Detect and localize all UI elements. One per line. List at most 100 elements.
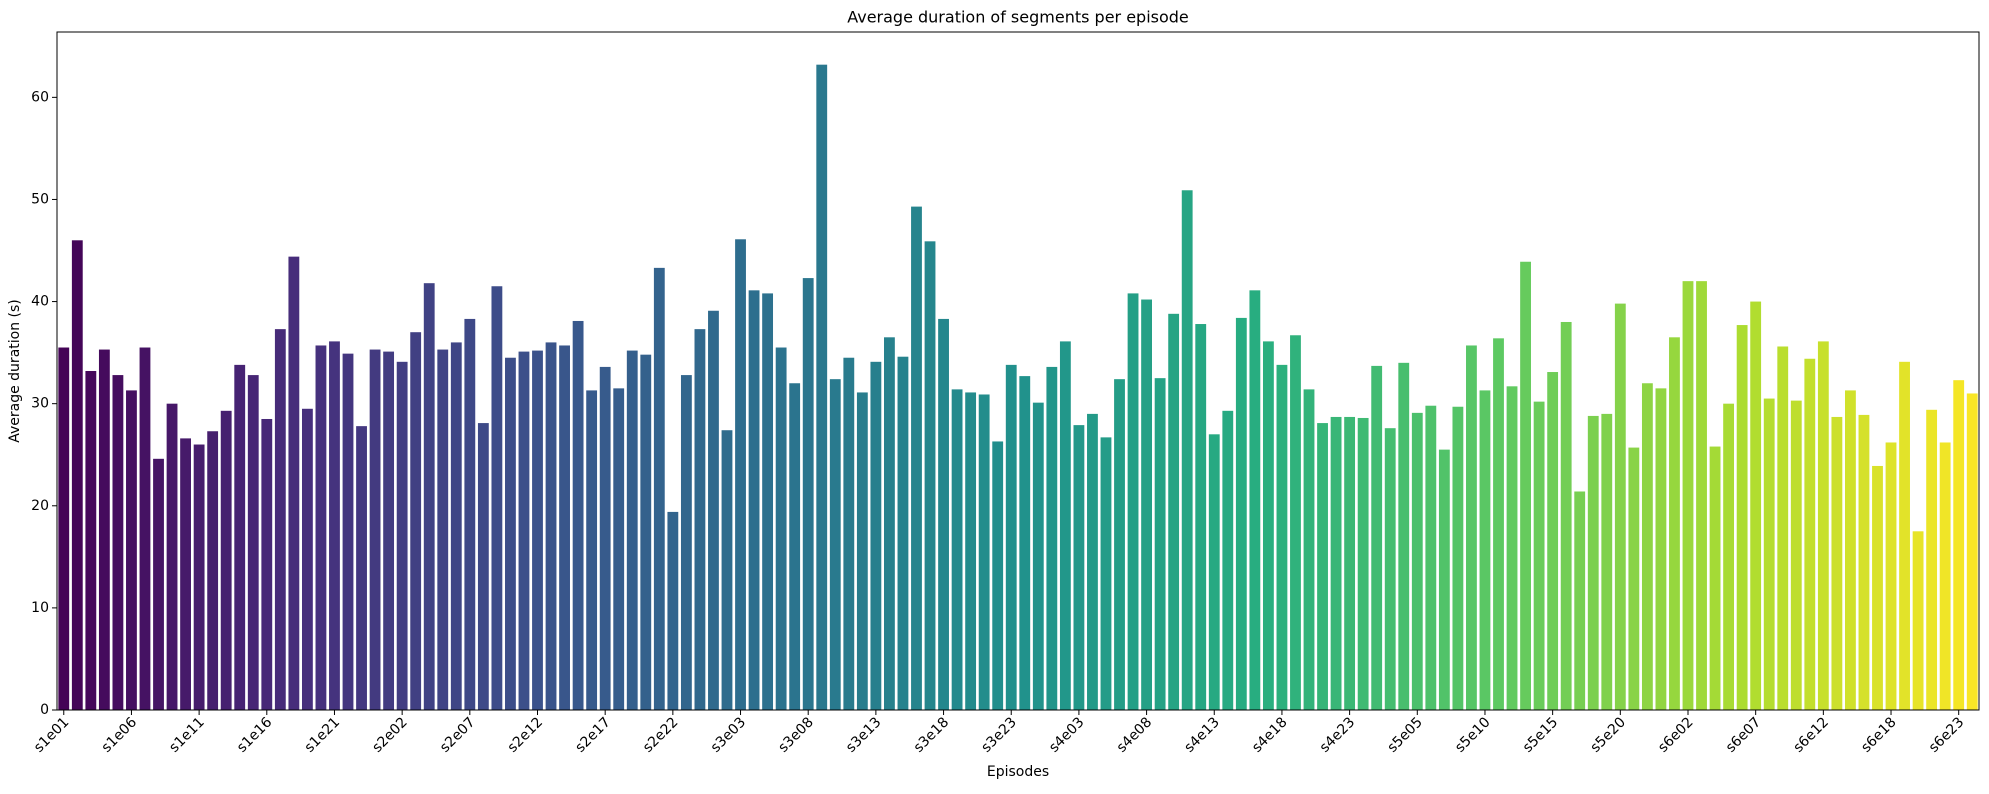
bar: [234, 364, 246, 710]
bar: [802, 278, 814, 710]
bar: [1912, 531, 1924, 710]
bar: [126, 390, 137, 710]
bar: [938, 318, 949, 710]
bar: [247, 375, 259, 710]
bar: [1249, 290, 1261, 710]
bar: [410, 332, 422, 710]
x-tick-label: s4e13: [1181, 714, 1222, 755]
bar: [369, 349, 381, 710]
bar: [924, 241, 936, 710]
bar: [532, 350, 543, 710]
bar: [180, 438, 191, 710]
bar: [856, 392, 868, 710]
bar: [1317, 423, 1328, 710]
bar: [1763, 398, 1775, 710]
x-tick-label: s4e03: [1046, 714, 1087, 755]
bar: [1168, 313, 1180, 710]
bar: [1506, 386, 1518, 710]
bar: [1614, 303, 1626, 710]
bar: [1669, 337, 1680, 710]
bar: [640, 354, 652, 710]
bar: [1087, 413, 1098, 710]
bar: [626, 350, 638, 710]
bar: [870, 361, 882, 710]
bar: [748, 290, 760, 710]
bar: [1466, 345, 1477, 710]
x-tick-label: s6e18: [1858, 714, 1899, 755]
bar: [1438, 449, 1450, 710]
bar: [518, 351, 530, 710]
y-axis-label: Average duration (s): [7, 299, 23, 443]
bar: [911, 206, 922, 711]
bar: [1208, 434, 1220, 710]
bar: [545, 342, 557, 710]
bar: [1953, 380, 1965, 710]
bar: [1804, 358, 1816, 710]
bar: [477, 423, 489, 710]
bar: [1195, 324, 1207, 710]
bar: [1533, 401, 1545, 710]
bar: [396, 361, 408, 710]
bar: [653, 267, 665, 710]
bar: [884, 337, 895, 710]
bar: [1790, 400, 1802, 710]
bar: [992, 441, 1004, 710]
bar: [1479, 390, 1491, 710]
y-tick-label: 40: [31, 294, 49, 310]
bar: [1032, 402, 1044, 710]
bar: [423, 283, 435, 710]
x-tick-label: s2e02: [369, 714, 410, 755]
bar: [505, 357, 516, 710]
x-tick-label: s3e03: [708, 714, 749, 755]
bar: [1276, 364, 1288, 710]
bar: [153, 458, 164, 710]
bar: [816, 64, 828, 711]
x-tick-label: s4e23: [1317, 714, 1358, 755]
bar: [1682, 281, 1694, 710]
bar: [1709, 446, 1721, 710]
x-tick-label: s1e21: [302, 714, 343, 755]
x-axis-label: Episodes: [987, 764, 1049, 780]
bar: [965, 392, 977, 710]
bar: [1073, 425, 1085, 710]
bar: [1817, 341, 1829, 710]
bar: [694, 329, 706, 710]
bar: [735, 239, 746, 710]
x-tick-label: s6e02: [1655, 714, 1696, 755]
bar: [829, 379, 841, 710]
bar: [1601, 413, 1613, 710]
bar: [1872, 465, 1883, 710]
bar: [1127, 293, 1139, 710]
bar: [1235, 317, 1247, 710]
bar: [1655, 388, 1667, 710]
bar: [450, 342, 462, 710]
bar: [843, 357, 855, 710]
y-tick-label: 50: [31, 191, 49, 207]
x-tick-label: s5e05: [1384, 714, 1425, 755]
x-tick-label: s3e08: [775, 714, 816, 755]
plot-frame: [56, 31, 1980, 711]
bar: [1452, 406, 1464, 710]
bar: [1398, 362, 1410, 710]
x-tick-label: s2e22: [640, 714, 681, 755]
bar: [301, 408, 313, 710]
bar: [775, 347, 787, 710]
bar: [897, 356, 909, 710]
bar: [613, 388, 625, 710]
chart-title: Average duration of segments per episode: [847, 8, 1189, 27]
bar: [1777, 346, 1789, 710]
bar: [342, 353, 354, 710]
bar: [978, 394, 990, 710]
bar: [1628, 447, 1640, 710]
bar: [1344, 416, 1356, 710]
bar: [1493, 338, 1504, 710]
bar: [789, 383, 801, 710]
bar: [1899, 361, 1910, 710]
bar: [708, 310, 719, 710]
bar: [329, 341, 340, 710]
bar: [112, 375, 124, 710]
x-tick-label: s2e07: [437, 714, 478, 755]
bar: [1222, 410, 1234, 710]
y-tick-label: 60: [31, 89, 49, 105]
